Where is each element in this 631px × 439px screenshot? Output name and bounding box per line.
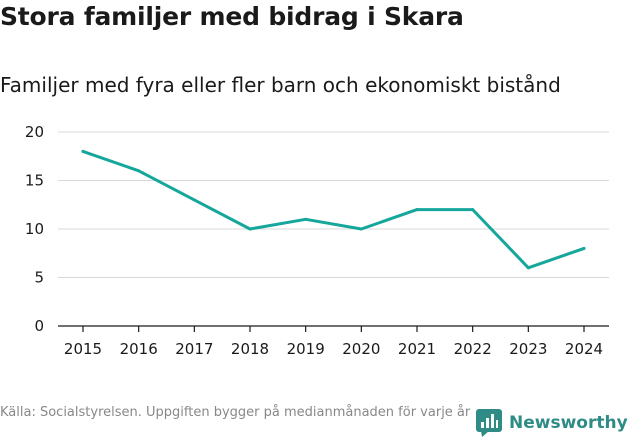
newsworthy-logo-icon bbox=[476, 409, 502, 437]
y-tick-label-0: 0 bbox=[34, 317, 44, 335]
x-tick-label-2021: 2021 bbox=[398, 340, 436, 358]
x-tick-label-2019: 2019 bbox=[287, 340, 325, 358]
y-tick-label-20: 20 bbox=[25, 123, 44, 141]
data-point-2017 bbox=[192, 198, 196, 202]
chart-subtitle: Familjer med fyra eller fler barn och ek… bbox=[0, 73, 561, 97]
y-tick-label-10: 10 bbox=[25, 220, 44, 238]
data-point-2016 bbox=[137, 169, 141, 173]
source-note: Källa: Socialstyrelsen. Uppgiften bygger… bbox=[0, 405, 471, 420]
brand-name: Newsworthy bbox=[509, 413, 628, 433]
x-tick-label-2023: 2023 bbox=[509, 340, 547, 358]
series-line-0 bbox=[81, 149, 586, 270]
data-point-2020 bbox=[359, 227, 363, 231]
x-tick-label-2022: 2022 bbox=[454, 340, 492, 358]
data-point-2015 bbox=[81, 149, 85, 153]
data-point-2021 bbox=[415, 208, 419, 212]
x-tick-label-2016: 2016 bbox=[120, 340, 158, 358]
chart-title: Stora familjer med bidrag i Skara bbox=[0, 2, 464, 31]
data-point-2024 bbox=[582, 246, 586, 250]
data-point-2022 bbox=[471, 208, 475, 212]
x-tick-label-2015: 2015 bbox=[64, 340, 102, 358]
y-axis-tick-labels: 0 5 10 15 20 bbox=[25, 123, 44, 335]
data-series bbox=[81, 149, 586, 270]
x-tick-label-2020: 2020 bbox=[342, 340, 380, 358]
data-point-2019 bbox=[304, 217, 308, 221]
newsworthy-logo: Newsworthy bbox=[476, 408, 628, 438]
gridlines bbox=[58, 131, 609, 278]
x-axis-ticks: 2015 2016 2017 2018 2019 2020 2021 2022 2023 2024 bbox=[64, 326, 603, 358]
data-point-2018 bbox=[248, 227, 252, 231]
y-tick-label-5: 5 bbox=[34, 269, 44, 287]
x-tick-label-2018: 2018 bbox=[231, 340, 269, 358]
x-tick-label-2017: 2017 bbox=[175, 340, 213, 358]
y-tick-label-15: 15 bbox=[25, 172, 44, 190]
data-point-2023 bbox=[526, 266, 530, 270]
x-tick-label-2024: 2024 bbox=[565, 340, 603, 358]
